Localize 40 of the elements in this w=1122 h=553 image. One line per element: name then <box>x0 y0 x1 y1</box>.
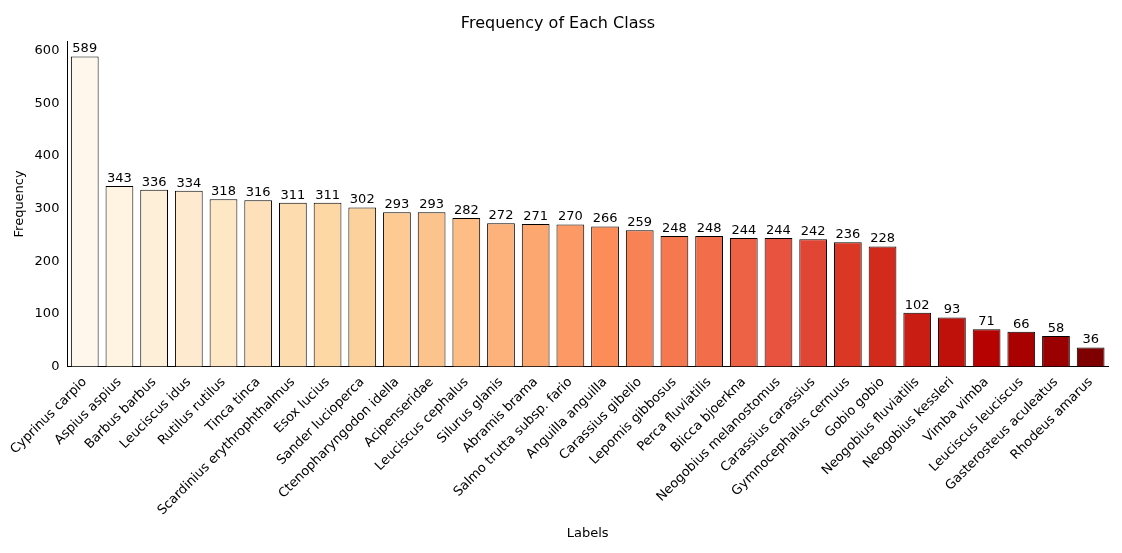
x-axis-title: Labels <box>566 524 609 540</box>
data-label: 302 <box>349 191 375 207</box>
data-label: 343 <box>107 169 132 185</box>
data-label: 248 <box>662 219 687 235</box>
data-label: 228 <box>870 230 895 246</box>
y-tick-label: 600 <box>34 42 60 58</box>
data-label: 66 <box>1013 315 1030 331</box>
chart-title: Frequency of Each Class <box>460 12 656 32</box>
data-label: 36 <box>1082 331 1099 347</box>
data-label: 244 <box>766 221 791 237</box>
data-label: 271 <box>523 207 549 223</box>
data-label: 282 <box>453 201 479 217</box>
data-label: 93 <box>943 301 961 317</box>
data-label: 242 <box>800 223 826 239</box>
data-label: 71 <box>978 313 995 329</box>
data-label: 311 <box>315 186 340 202</box>
y-axis-title: Frequency <box>11 170 27 238</box>
data-label: 334 <box>176 174 202 190</box>
y-tick-label: 500 <box>34 94 60 110</box>
y-tick-label: 0 <box>51 357 60 373</box>
data-label: 244 <box>731 221 757 237</box>
data-label: 259 <box>627 214 653 230</box>
data-label: 311 <box>280 186 306 202</box>
data-label: 316 <box>245 184 271 200</box>
y-tick-label: 400 <box>34 147 60 163</box>
data-label: 270 <box>557 208 583 224</box>
y-tick-label: 100 <box>34 305 60 321</box>
data-label: 293 <box>384 196 410 212</box>
data-label: 272 <box>488 207 514 223</box>
data-label: 236 <box>835 226 861 242</box>
y-tick-label: 300 <box>34 200 60 215</box>
data-label: 58 <box>1047 319 1065 335</box>
data-label: 248 <box>696 219 722 235</box>
data-label: 336 <box>141 173 167 189</box>
data-label: 293 <box>419 196 445 212</box>
data-label: 589 <box>72 40 98 56</box>
y-tick-label: 200 <box>34 252 60 268</box>
data-label: 318 <box>211 183 236 199</box>
data-label: 266 <box>592 210 618 226</box>
data-label: 102 <box>904 296 930 312</box>
